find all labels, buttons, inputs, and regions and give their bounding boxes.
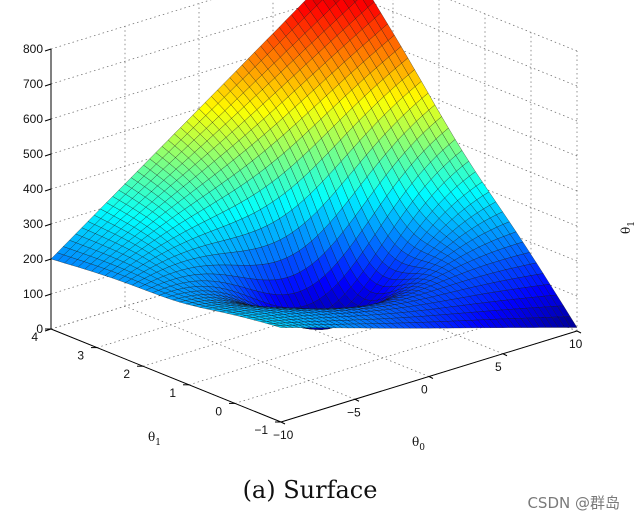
surface-patch [353, 0, 358, 3]
z-tick-label-4: 400 [23, 182, 43, 196]
grid-line-floor-x-1 [124, 305, 356, 400]
side-axis-label: θ1 [619, 221, 634, 234]
z-tick-mark [44, 223, 52, 227]
y-axis-line [50, 328, 282, 423]
y-axis-label: θ1 [148, 430, 161, 448]
z-tick-label-8: 800 [23, 42, 43, 56]
z-tick-mark [44, 258, 52, 262]
y-tick-label-0: −1 [254, 423, 268, 437]
surface-patch [563, 316, 578, 328]
axis-labels: θ0 θ1 θ1 [148, 221, 634, 453]
x-tick-label-3: 5 [495, 360, 502, 374]
tick-labels: −10−50510−101234010020030040050060070080… [23, 42, 583, 442]
x-tick-mark [576, 330, 582, 334]
x-tick-label-1: −5 [347, 405, 361, 419]
surface-chart: −10−50510−101234010020030040050060070080… [23, 0, 634, 453]
z-tick-mark [44, 83, 52, 87]
x-tick-mark [502, 353, 508, 357]
z-tick-mark [44, 328, 52, 332]
y-tick-label-4: 3 [77, 349, 84, 363]
x-tick-label-0: −10 [273, 428, 294, 442]
z-tick-label-6: 600 [23, 112, 43, 126]
x-tick-mark [354, 398, 360, 402]
surface-patch [333, 0, 340, 4]
figure-caption: (a) Surface [242, 476, 378, 504]
z-tick-mark [44, 118, 52, 122]
x-tick-label-4: 10 [569, 337, 583, 351]
z-tick-mark [44, 48, 52, 52]
z-tick-label-3: 300 [23, 217, 43, 231]
z-tick-label-7: 700 [23, 77, 43, 91]
z-tick-mark [44, 293, 52, 297]
z-tick-label-5: 500 [23, 147, 43, 161]
x-tick-label-2: 0 [421, 383, 428, 397]
grid-line-right-z-2 [346, 167, 578, 262]
grid-line-right-z-5 [346, 62, 578, 157]
z-tick-mark [44, 188, 52, 192]
grid-line-floor-x-3 [272, 260, 504, 355]
y-tick-label-5: 4 [31, 330, 38, 344]
y-tick-label-2: 1 [169, 386, 176, 400]
y-tick-label-3: 2 [123, 367, 130, 381]
x-tick-mark [280, 421, 286, 425]
grid-line-right-z-7 [363, 0, 578, 87]
x-axis-label: θ0 [412, 435, 425, 453]
grid-line-floor-x-2 [198, 283, 430, 377]
grid-line-right-z-8 [449, 0, 578, 52]
watermark: CSDN @群岛 [527, 494, 620, 512]
z-tick-label-0: 0 [36, 322, 43, 336]
grid-line-right-z-6 [346, 27, 578, 122]
y-tick-label-1: 0 [215, 404, 222, 418]
z-tick-label-1: 100 [23, 287, 43, 301]
z-tick-mark [44, 153, 52, 157]
grid-line-right-z-4 [346, 97, 578, 192]
grid-line-right-z-3 [346, 132, 578, 227]
surface-mesh [50, 0, 578, 330]
x-tick-mark [428, 376, 434, 379]
z-tick-label-2: 200 [23, 252, 43, 266]
